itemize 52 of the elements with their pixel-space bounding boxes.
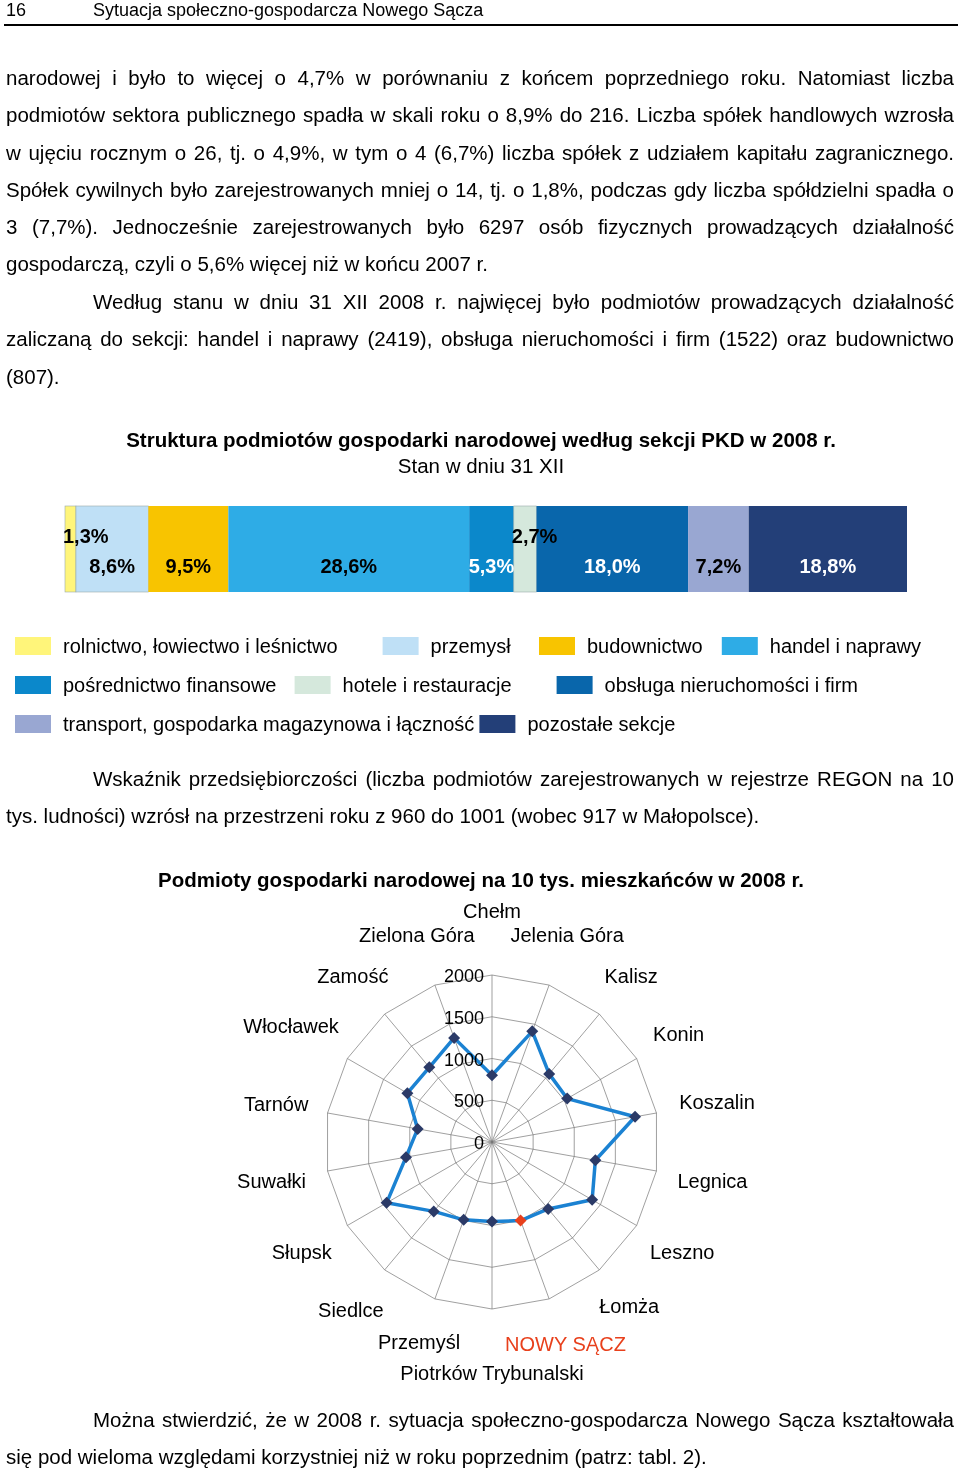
data-label: 18,8%: [799, 555, 857, 577]
spoke-label: Tarnów: [243, 1092, 309, 1115]
spoke-label: Legnica: [677, 1169, 749, 1192]
legend-label: hotele i restauracje: [342, 674, 512, 696]
legend-label: pośrednictwo finansowe: [63, 674, 277, 696]
y-tick-label: 1500: [443, 1007, 484, 1028]
spoke-label: Słupsk: [271, 1240, 333, 1263]
spoke-label: Konin: [653, 1023, 705, 1046]
spoke-label: Koszalin: [679, 1091, 755, 1114]
legend-label: pozostałe sekcje: [527, 713, 676, 735]
bar: [748, 506, 907, 592]
text: Można stwierdzić, że w 2008 r. sytuacja społeczno-gospodarcza Nowego Sącza kształtowała się pod wieloma względami korzystniej niż w roku poprzednim (patrz: tabl. 2).: [6, 1407, 954, 1471]
text: narodowej i było to więcej o 4,7% w porównaniu z końcem poprzedniego roku. Natomiast liczba podmiotów sektora publicznego spadła w skali roku o 8,9% do 216. Liczba spółek handlowych wzrosła w ujęciu rocznym o 26, tj. o 4,9%, w tym o 4 (6,7%) liczba spółek z udziałem kapitału zagranicznego. Spółek cywilnych było zarejestrowanych mniej o 14, tj. o 1,8%, podczas gdy liczba spółdzielni spadła o 3 (7,7%). Jednocześnie zarejestrowanych było 6297 osób fizycznych prowadzących działalność gospodarczą, czyli o 5,6% więcej niż w końcu 2007 r.: [6, 65, 954, 278]
spoke-label: Przemyśl: [377, 1331, 461, 1354]
spoke-label: Jelenia Góra: [510, 924, 625, 947]
legend-label: budownictwo: [587, 635, 703, 657]
spoke-label: Leszno: [650, 1240, 715, 1263]
text: Sytuacja społeczno-gospodarcza Nowego Sącza: [93, 0, 484, 21]
data-label: 1,3%: [63, 525, 109, 547]
legend-label: transport, gospodarka magazynowa i łączność: [63, 713, 475, 735]
legend-label: obsługa nieruchomości i firm: [604, 674, 859, 696]
data-label: 8,6%: [89, 555, 136, 577]
data-label: 28,6%: [320, 555, 378, 577]
y-tick-label: 500: [453, 1091, 484, 1112]
spoke-label: Zielona Góra: [359, 924, 476, 947]
bar: [228, 506, 470, 592]
y-tick-label: 2000: [443, 966, 484, 986]
spoke-label: Włocławek: [243, 1014, 340, 1037]
bar: [688, 506, 749, 592]
spoke-label: Piotrków Trybunalski: [400, 1362, 584, 1384]
y-tick-label: 0: [473, 1133, 484, 1153]
spoke-label: Chełm: [463, 900, 521, 922]
text: 16: [6, 0, 27, 21]
legend-label: rolnictwo, łowiectwo i leśnictwo: [63, 635, 338, 657]
data-label: 5,3%: [468, 555, 515, 577]
legend-label: handel i naprawy: [769, 635, 922, 657]
chart-title: Struktura podmiotów gospodarki narodowej według sekcji PKD w 2008 r.: [126, 428, 836, 451]
spoke-label: Łomża: [599, 1294, 661, 1317]
legend-label: przemysł: [430, 635, 512, 657]
data-label: 18,0%: [583, 555, 641, 577]
data-label: 9,5%: [165, 555, 212, 577]
spoke-label: Siedlce: [318, 1299, 384, 1322]
chart-title: Podmioty gospodarki narodowej na 10 tys. mieszkańców w 2008 r.: [158, 868, 804, 891]
spoke-label: NOWY SĄCZ: [505, 1332, 626, 1355]
spoke-label: Zamość: [317, 965, 389, 988]
data-label: 7,2%: [695, 555, 742, 577]
text: Według stanu w dniu 31 XII 2008 r. najwięcej było podmiotów prowadzących działalność zaliczaną do sekcji: handel i naprawy (2419), obsługa nieruchomości i firm (1522) oraz budownictwo (807).: [6, 289, 954, 390]
text: Wskaźnik przedsiębiorczości (liczba podmiotów zarejestrowanych w rejestrze REGON na 10 tys. ludności) wzrósł na przestrzeni roku z 960 do 1001 (wobec 917 w Małopolsce).: [6, 766, 954, 830]
bar: [148, 506, 229, 592]
chart-subtitle: Stan w dniu 31 XII: [397, 454, 565, 477]
spoke-label: Kalisz: [604, 965, 658, 988]
spoke-label: Suwałki: [237, 1169, 307, 1192]
